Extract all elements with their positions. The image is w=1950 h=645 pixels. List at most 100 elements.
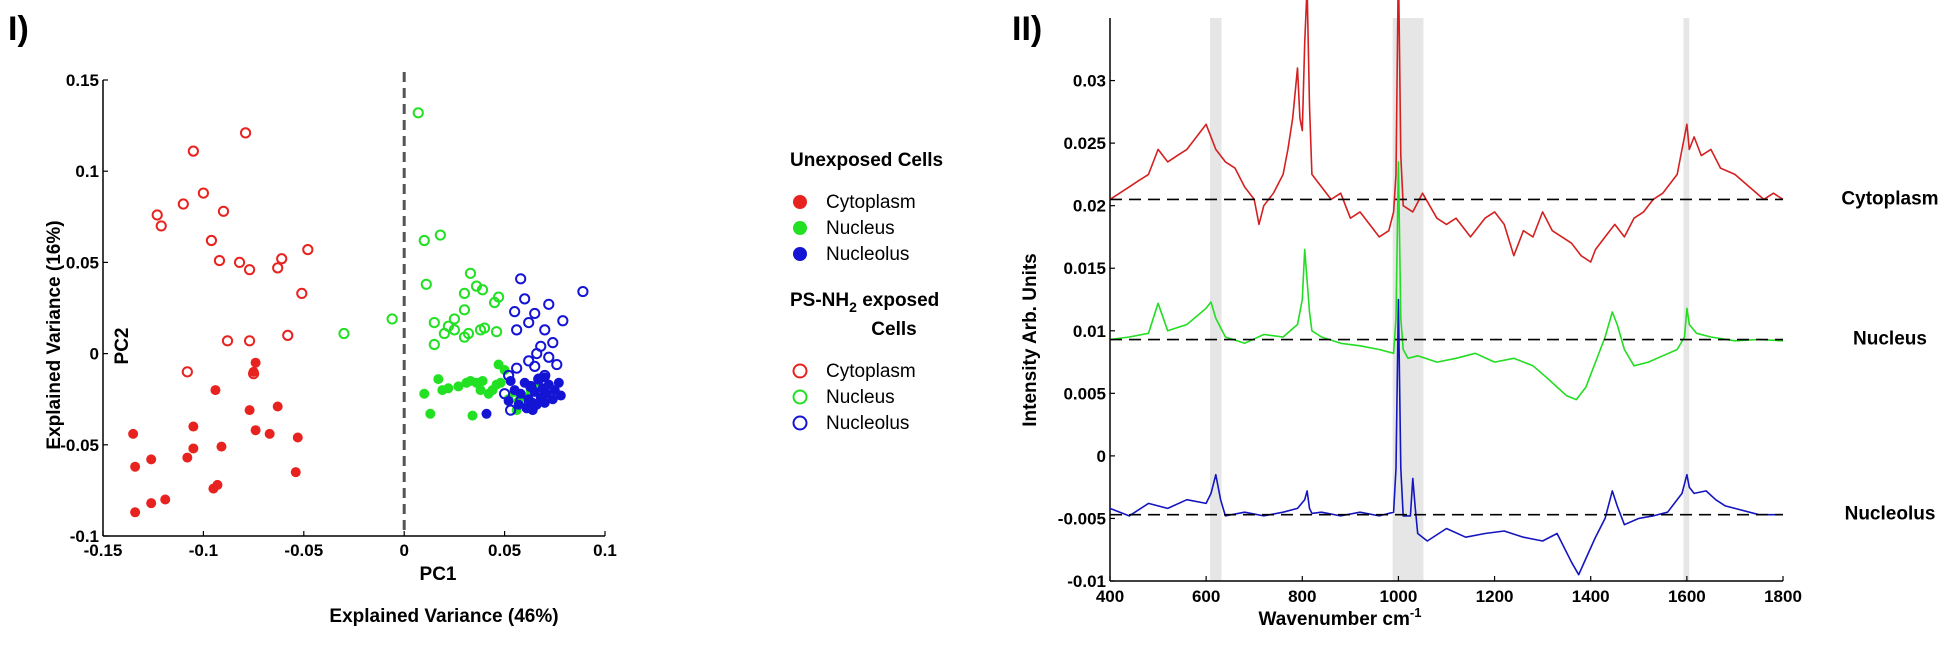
pca-y-tick-label: -0.05 [60, 436, 99, 455]
point-exposed-cytoplasm [155, 220, 167, 232]
legend-group-exposed-psnh: PS-NH [790, 290, 849, 311]
point-exposed-nucleolus [557, 315, 569, 327]
point-unexposed-cytoplasm [188, 421, 199, 432]
point-unexposed-nucleus [433, 374, 444, 385]
spectra-y-tick-label: 0.03 [1073, 72, 1106, 91]
point-unexposed-cytoplasm [244, 405, 255, 416]
point-unexposed-cytoplasm [210, 385, 221, 396]
point-unexposed-nucleus [443, 383, 454, 394]
pca-ylabel-variance: Explained Variance (16%) [44, 220, 65, 449]
spectra-y-tick-label: 0.02 [1073, 197, 1106, 216]
point-exposed-nucleolus [533, 373, 545, 385]
spectra-x-tick-label: 1200 [1476, 587, 1514, 606]
point-exposed-nucleus [474, 324, 487, 336]
pca-ylabel: PC2 [112, 328, 133, 365]
spectra-trace-labels: Cytoplasm Nucleus Nucleolus [1841, 188, 1938, 524]
spectra-y-tick-label: 0.015 [1063, 259, 1106, 278]
point-unexposed-nucleolus [555, 390, 566, 401]
spectra-x-ticks: 400 600 800 1000 1200 1400 1600 1800 [1096, 576, 1802, 606]
point-unexposed-nucleolus [527, 405, 538, 416]
point-exposed-cytoplasm [151, 209, 163, 221]
pca-x-tick-label: 0.1 [593, 541, 617, 560]
pca-legend: Unexposed Cells Cytoplasm Nucleus Nucleolu… [790, 150, 943, 434]
point-exposed-cytoplasm [243, 264, 256, 276]
point-exposed-nucleus [492, 291, 505, 303]
spectra-shaded-bands [1209, 18, 1690, 581]
spectrum-line-nucleolus [1109, 298, 1783, 576]
pca-x-tick-label: -0.15 [84, 541, 123, 560]
legend-label-exposed-nucleus: Nucleus [826, 387, 895, 408]
point-exposed-nucleus [458, 331, 471, 343]
point-unexposed-nucleolus [553, 377, 564, 388]
point-exposed-cytoplasm [296, 287, 308, 300]
point-unexposed-cytoplasm [292, 432, 303, 443]
point-unexposed-cytoplasm [250, 425, 261, 436]
pca-y-tick-label: 0.1 [75, 162, 99, 181]
legend-exposed-items: Cytoplasm Nucleus Nucleolus [792, 361, 916, 434]
point-unexposed-cytoplasm [272, 401, 283, 412]
point-exposed-cytoplasm [272, 262, 284, 274]
point-exposed-nucleolus [543, 298, 555, 310]
point-unexposed-cytoplasm [212, 479, 223, 490]
legend-group-exposed-sub: 2 [849, 299, 857, 315]
point-exposed-nucleus [434, 229, 446, 241]
point-unexposed-cytoplasm [130, 507, 141, 518]
legend-marker-exposed-nucleolus [792, 415, 808, 431]
legend-group-exposed-suffix: exposed [857, 290, 939, 311]
spectra-x-tick-label: 1600 [1668, 587, 1706, 606]
point-exposed-nucleus [448, 324, 460, 336]
shaded-band [1209, 18, 1222, 581]
pca-y-tick-label: 0.05 [66, 253, 99, 272]
panel-label-right: II) [1012, 10, 1042, 48]
spectra-x-tick-label: 600 [1192, 587, 1220, 606]
spectra-x-tick-label: 400 [1096, 587, 1124, 606]
spectra-x-tick-label: 800 [1288, 587, 1316, 606]
point-exposed-cytoplasm [282, 329, 294, 341]
point-unexposed-nucleolus [481, 408, 492, 419]
point-exposed-cytoplasm [276, 253, 288, 265]
spectra-y-tick-label: 0 [1097, 447, 1106, 466]
point-exposed-nucleus [338, 327, 350, 340]
point-exposed-nucleolus [499, 388, 511, 400]
trace-label-nucleus: Nucleus [1853, 329, 1927, 350]
spectra-y-ticks: 0.03 0.025 0.02 0.015 0.01 0.005 0 -0.005 -0.01 [1058, 72, 1115, 591]
legend-marker-unexposed-cytoplasm [793, 195, 807, 209]
point-exposed-nucleolus [523, 316, 535, 329]
point-exposed-nucleolus [543, 351, 555, 363]
point-exposed-nucleolus [515, 273, 527, 285]
point-unexposed-nucleus [467, 410, 478, 421]
spectra-x-tick-label: 1000 [1380, 587, 1418, 606]
point-exposed-nucleolus [539, 324, 551, 336]
pca-y-tick-label: -0.1 [70, 527, 99, 546]
point-exposed-cytoplasm [187, 145, 199, 157]
point-exposed-nucleolus [519, 293, 531, 305]
pca-y-tick-label: 0 [90, 345, 99, 364]
point-exposed-nucleolus [511, 324, 523, 336]
point-exposed-cytoplasm [181, 366, 193, 378]
point-exposed-nucleus [458, 287, 471, 300]
spectra-xlabel: Wavenumber cm-1 [1259, 605, 1422, 630]
point-unexposed-cytoplasm [146, 498, 157, 509]
point-unexposed-cytoplasm [146, 454, 157, 465]
spectra-xlabel-text: Wavenumber cm [1259, 609, 1410, 630]
point-unexposed-nucleus [475, 385, 486, 396]
point-exposed-nucleolus [515, 395, 527, 407]
point-exposed-nucleus [412, 107, 424, 119]
pca-x-tick-label: 0 [399, 541, 408, 560]
spectra-line-chart: 400 600 800 1000 1200 1400 1600 1800 0.030.0250… [1020, 0, 1939, 630]
point-exposed-cytoplasm [239, 127, 252, 139]
point-exposed-nucleolus [531, 348, 543, 360]
legend-unexposed-items: Cytoplasm Nucleus Nucleolus [793, 192, 916, 265]
point-unexposed-nucleus [495, 377, 506, 388]
point-exposed-cytoplasm [233, 256, 246, 268]
spectra-x-tick-label: 1800 [1764, 587, 1802, 606]
pca-x-ticks: -0.15 -0.1 -0.05 0 0.05 0.1 [84, 531, 617, 560]
point-exposed-nucleolus [525, 380, 537, 393]
point-unexposed-nucleus [477, 375, 488, 386]
point-exposed-nucleus [428, 316, 440, 329]
point-unexposed-cytoplasm [290, 467, 301, 478]
point-unexposed-cytoplasm [130, 461, 141, 472]
point-unexposed-nucleus [419, 388, 430, 399]
point-exposed-nucleus [418, 234, 430, 247]
